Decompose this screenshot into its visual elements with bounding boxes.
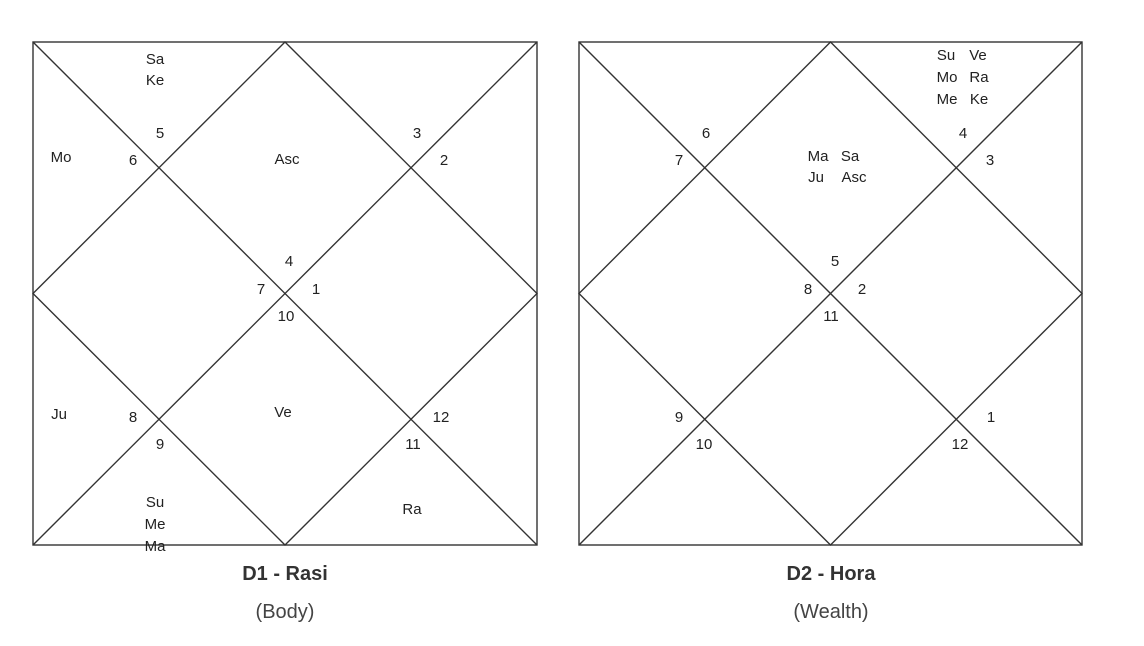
house-number: 11 (823, 308, 839, 325)
house-number: 4 (959, 125, 967, 142)
planet-label: Sa (146, 51, 165, 68)
planet-label: Ju (51, 406, 67, 423)
house-number: 5 (156, 125, 164, 142)
planet-label: Asc (274, 151, 300, 168)
planet-label: Ma (808, 148, 829, 165)
planet-label: Su (146, 494, 164, 511)
planet-label: Su (937, 47, 955, 64)
house-number: 11 (405, 436, 421, 453)
planet-label: Ke (146, 72, 164, 89)
house-number: 9 (156, 436, 164, 453)
d1-diagonal (32, 41, 538, 546)
house-number: 1 (987, 409, 995, 426)
house-number: 3 (413, 125, 421, 142)
d2-chart-title: D2 - Hora (786, 563, 876, 585)
house-number: 7 (675, 152, 683, 169)
house-number: 9 (675, 409, 683, 426)
house-number: 5 (831, 253, 839, 270)
house-number: 3 (986, 152, 994, 169)
planet-label: Me (937, 91, 958, 108)
planet-label: Ke (970, 91, 988, 108)
d1-house-numbers: 1 2 3 4 5 6 7 8 9 10 11 12 (129, 125, 450, 453)
house-number: 4 (285, 253, 293, 270)
house-number: 6 (702, 125, 710, 142)
house-number: 12 (952, 436, 969, 453)
house-number: 6 (129, 152, 137, 169)
house-number: 10 (696, 436, 713, 453)
house-number: 7 (257, 281, 265, 298)
planet-label: Ve (969, 47, 987, 64)
planet-label: Mo (937, 69, 958, 86)
planet-label: Asc (841, 169, 867, 186)
d1-chart-title: D1 - Rasi (242, 563, 328, 585)
house-number: 8 (129, 409, 137, 426)
planet-label: Me (145, 516, 166, 533)
planet-label: Ve (274, 404, 292, 421)
d2-inner-diamond (578, 41, 1083, 546)
d2-house-numbers: 2 3 4 5 6 7 8 9 10 11 12 1 (675, 125, 995, 453)
d1-inner-diamond (32, 41, 538, 546)
house-number: 10 (278, 308, 295, 325)
house-number: 1 (312, 281, 320, 298)
d2-chart-subtitle: (Wealth) (793, 601, 869, 623)
house-number: 8 (804, 281, 812, 298)
planet-label: Mo (51, 149, 72, 166)
d2-diagonal (578, 41, 1083, 546)
d2-chart-frame (578, 41, 1083, 546)
planet-label: Ra (402, 501, 422, 518)
d2-planets: Ma Sa Ju Asc Su Ve Mo Ra Me Ke (808, 47, 990, 186)
house-number: 2 (858, 281, 866, 298)
d1-planets: Asc Sa Ke Mo Ju Ve Su Me Ma Ra (51, 51, 423, 555)
house-number: 2 (440, 152, 448, 169)
planet-label: Ma (145, 538, 166, 555)
planet-label: Sa (841, 148, 860, 165)
d1-chart-subtitle: (Body) (255, 601, 315, 623)
planet-label: Ju (808, 169, 824, 186)
house-number: 12 (433, 409, 450, 426)
planet-label: Ra (969, 69, 989, 86)
d1-chart-frame (32, 41, 538, 546)
